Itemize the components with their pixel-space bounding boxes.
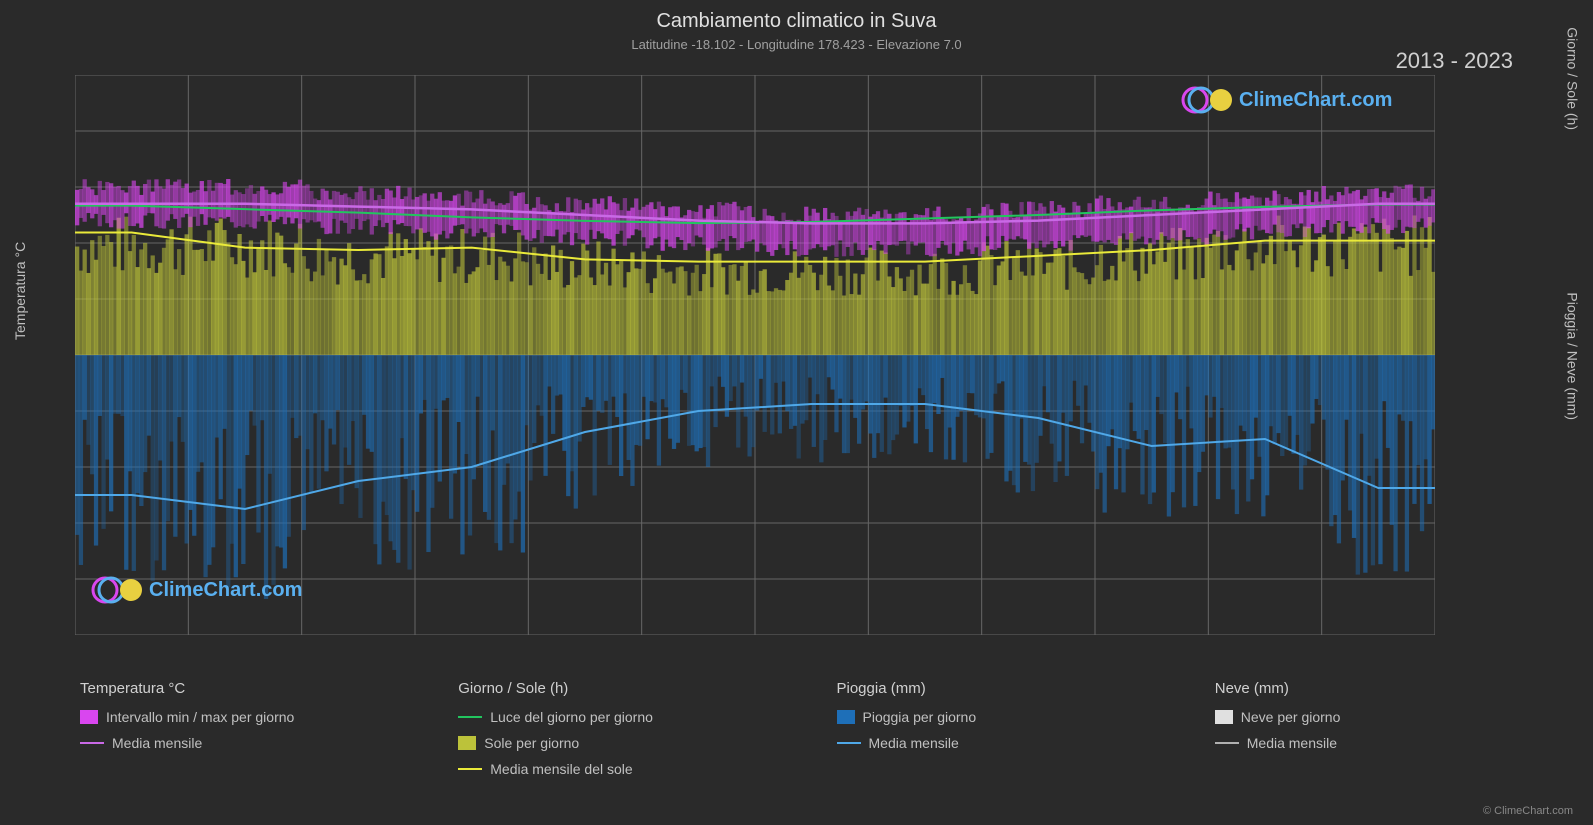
chart-title: Cambiamento climatico in Suva [0,0,1593,33]
chart-svg: -50-40-30-20-100102030405006121824102030… [75,75,1435,635]
copyright: © ClimeChart.com [1483,805,1573,817]
legend-sun-label: Sole per giorno [484,735,579,751]
swatch-daylight [458,716,482,718]
legend-temp-title: Temperatura °C [80,680,418,697]
legend-daylight: Luce del giorno per giorno [458,709,796,725]
year-range: 2013 - 2023 [1396,48,1513,74]
plot-area: -50-40-30-20-100102030405006121824102030… [75,75,1435,635]
legend: Temperatura °C Intervallo min / max per … [80,680,1553,787]
legend-snow-mean: Media mensile [1215,735,1553,751]
legend-rain-title: Pioggia (mm) [837,680,1175,697]
legend-snow-title: Neve (mm) [1215,680,1553,697]
swatch-temp-mean [80,742,104,744]
legend-snow: Neve (mm) Neve per giorno Media mensile [1215,680,1553,787]
legend-temp-mean: Media mensile [80,735,418,751]
legend-snow-daily: Neve per giorno [1215,709,1553,725]
legend-daysun-title: Giorno / Sole (h) [458,680,796,697]
climate-chart: Cambiamento climatico in Suva Latitudine… [0,0,1593,825]
legend-rain-mean: Media mensile [837,735,1175,751]
legend-temp-mean-label: Media mensile [112,735,202,751]
legend-rain: Pioggia (mm) Pioggia per giorno Media me… [837,680,1175,787]
swatch-temp-range [80,710,98,724]
swatch-sun-mean [458,768,482,770]
legend-sun-mean-label: Media mensile del sole [490,761,632,777]
svg-text:ClimeChart.com: ClimeChart.com [1239,89,1392,111]
swatch-sun [458,736,476,750]
y-axis-left-label: Temperatura °C [12,242,28,340]
swatch-snow [1215,710,1233,724]
legend-sun-mean: Media mensile del sole [458,761,796,777]
y-axis-right-top-label: Giorno / Sole (h) [1565,27,1581,130]
legend-snow-mean-label: Media mensile [1247,735,1337,751]
legend-rain-daily: Pioggia per giorno [837,709,1175,725]
legend-temp-range: Intervallo min / max per giorno [80,709,418,725]
y-axis-right-bottom-label: Pioggia / Neve (mm) [1565,292,1581,420]
legend-rain-daily-label: Pioggia per giorno [863,709,977,725]
swatch-snow-mean [1215,742,1239,744]
chart-subtitle: Latitudine -18.102 - Longitudine 178.423… [0,33,1593,52]
legend-rain-mean-label: Media mensile [869,735,959,751]
swatch-rain [837,710,855,724]
legend-temperature: Temperatura °C Intervallo min / max per … [80,680,418,787]
swatch-rain-mean [837,742,861,744]
legend-sun: Sole per giorno [458,735,796,751]
legend-day-sun: Giorno / Sole (h) Luce del giorno per gi… [458,680,796,787]
legend-snow-daily-label: Neve per giorno [1241,709,1341,725]
svg-text:ClimeChart.com: ClimeChart.com [149,579,302,601]
legend-temp-range-label: Intervallo min / max per giorno [106,709,294,725]
legend-daylight-label: Luce del giorno per giorno [490,709,653,725]
